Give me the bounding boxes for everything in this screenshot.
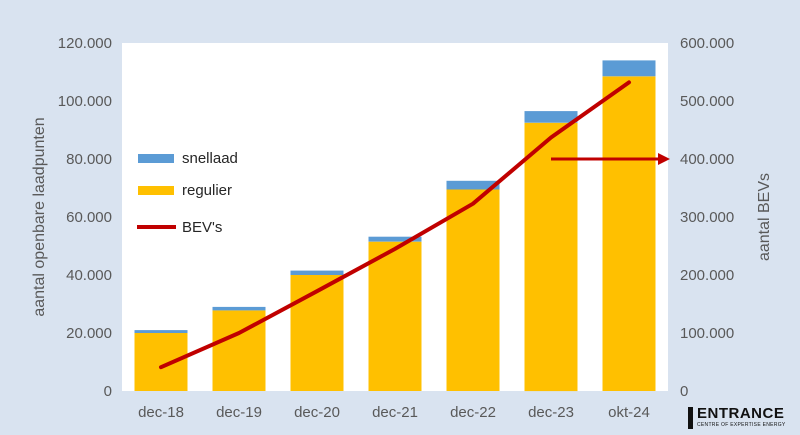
bar-snellaad-dec-22 bbox=[446, 180, 500, 190]
legend-label-regulier: regulier bbox=[182, 182, 232, 199]
bar-snellaad-dec-20 bbox=[290, 270, 344, 275]
y-left-tick-label: 40.000 bbox=[66, 267, 112, 284]
y-left-tick-label: 120.000 bbox=[58, 35, 112, 52]
logo-mark bbox=[688, 407, 693, 429]
y-left-tick-label: 0 bbox=[104, 383, 112, 400]
x-tick-label-dec-21: dec-21 bbox=[372, 404, 418, 421]
y-right-tick-label: 600.000 bbox=[680, 35, 734, 52]
bar-regulier-dec-23 bbox=[524, 122, 578, 392]
x-tick-label-okt-24: okt-24 bbox=[608, 404, 650, 421]
x-tick-label-dec-19: dec-19 bbox=[216, 404, 262, 421]
x-tick-label-dec-20: dec-20 bbox=[294, 404, 340, 421]
x-tick-label-dec-23: dec-23 bbox=[528, 404, 574, 421]
y-right-tick-label: 400.000 bbox=[680, 151, 734, 168]
bar-regulier-dec-18 bbox=[134, 333, 188, 391]
bar-snellaad-dec-19 bbox=[212, 306, 266, 311]
bar-snellaad-dec-23 bbox=[524, 111, 578, 123]
bar-regulier-dec-20 bbox=[290, 275, 344, 391]
y-right-axis-title: aantal BEVs bbox=[756, 173, 773, 261]
entrance-logo: ENTRANCE CENTRE OF EXPERTISE ENERGY bbox=[688, 406, 786, 432]
bar-regulier-dec-21 bbox=[368, 241, 422, 391]
y-right-tick-label: 500.000 bbox=[680, 93, 734, 110]
annotation-arrow-head bbox=[658, 153, 670, 165]
y-left-axis-title: aantal openbare laadpunten bbox=[31, 117, 48, 316]
legend-swatch-regulier bbox=[138, 186, 174, 195]
bar-snellaad-dec-18 bbox=[134, 330, 188, 333]
y-right-tick-label: 200.000 bbox=[680, 267, 734, 284]
x-tick-label-dec-18: dec-18 bbox=[138, 404, 184, 421]
y-left-tick-label: 20.000 bbox=[66, 325, 112, 342]
bar-regulier-okt-24 bbox=[602, 76, 656, 392]
logo-tagline: CENTRE OF EXPERTISE ENERGY bbox=[697, 422, 786, 428]
y-right-tick-label: 300.000 bbox=[680, 209, 734, 226]
y-left-tick-label: 80.000 bbox=[66, 151, 112, 168]
y-right-tick-label: 100.000 bbox=[680, 325, 734, 342]
legend-swatch-snellaad bbox=[138, 154, 174, 163]
legend-label-bevs: BEV's bbox=[182, 219, 222, 236]
y-left-tick-label: 60.000 bbox=[66, 209, 112, 226]
y-left-tick-label: 100.000 bbox=[58, 93, 112, 110]
logo-name: ENTRANCE bbox=[697, 405, 785, 422]
bar-snellaad-okt-24 bbox=[602, 60, 656, 77]
bar-snellaad-dec-21 bbox=[368, 236, 422, 242]
y-right-tick-label: 0 bbox=[680, 383, 688, 400]
bar-regulier-dec-22 bbox=[446, 189, 500, 391]
legend: snellaad regulier BEV's bbox=[137, 150, 238, 236]
legend-label-snellaad: snellaad bbox=[182, 150, 238, 167]
x-tick-label-dec-22: dec-22 bbox=[450, 404, 496, 421]
